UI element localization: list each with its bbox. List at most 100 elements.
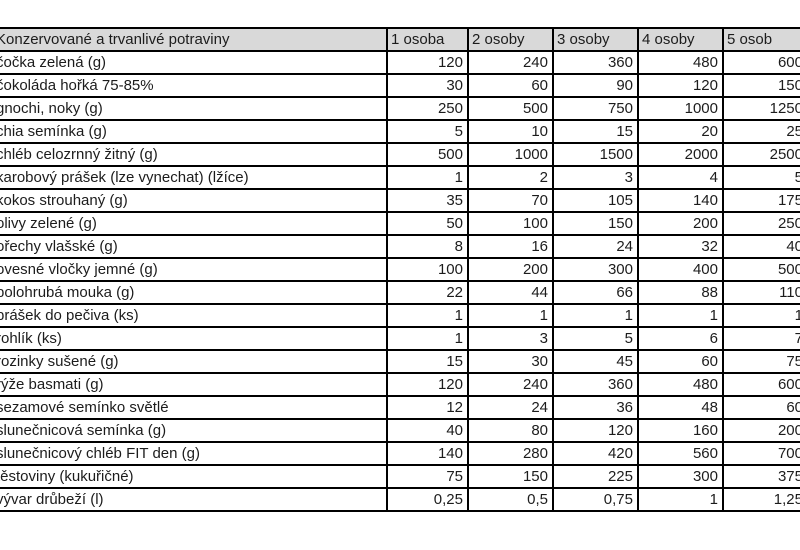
table-row: čočka zelená (g)120240360480600 — [0, 50, 800, 75]
table-row: chia semínka (g)510152025 — [0, 119, 800, 144]
row-value: 225 — [552, 464, 639, 489]
row-value: 1 — [386, 303, 469, 328]
row-value: 2 — [467, 165, 554, 190]
table-row: ořechy vlašské (g)816243240 — [0, 234, 800, 259]
row-value: 60 — [722, 395, 800, 420]
row-value: 250 — [386, 96, 469, 121]
row-label: slunečnicová semínka (g) — [0, 418, 388, 443]
row-value: 1,25 — [722, 487, 800, 512]
row-value: 90 — [552, 73, 639, 98]
row-value: 12 — [386, 395, 469, 420]
row-value: 200 — [637, 211, 724, 236]
row-label: olivy zelené (g) — [0, 211, 388, 236]
row-value: 600 — [722, 50, 800, 75]
header-col-1-persons: 1 osoba — [386, 27, 469, 52]
table-row: sezamové semínko světlé1224364860 — [0, 395, 800, 420]
row-value: 240 — [467, 372, 554, 397]
table-row: slunečnicová semínka (g)4080120160200 — [0, 418, 800, 443]
row-value: 2000 — [637, 142, 724, 167]
row-value: 100 — [467, 211, 554, 236]
row-value: 120 — [637, 73, 724, 98]
row-value: 120 — [386, 50, 469, 75]
row-label: těstoviny (kukuřičné) — [0, 464, 388, 489]
row-value: 105 — [552, 188, 639, 213]
row-value: 480 — [637, 50, 724, 75]
row-label: čočka zelená (g) — [0, 50, 388, 75]
row-label: gnochi, noky (g) — [0, 96, 388, 121]
row-value: 1 — [722, 303, 800, 328]
row-label: chléb celozrnný žitný (g) — [0, 142, 388, 167]
row-value: 75 — [386, 464, 469, 489]
header-col-3-persons: 3 osoby — [552, 27, 639, 52]
row-value: 5 — [722, 165, 800, 190]
row-value: 88 — [637, 280, 724, 305]
row-value: 200 — [467, 257, 554, 282]
row-value: 5 — [552, 326, 639, 351]
row-value: 400 — [637, 257, 724, 282]
row-value: 600 — [722, 372, 800, 397]
table-row: ovesné vločky jemné (g)100200300400500 — [0, 257, 800, 282]
row-value: 32 — [637, 234, 724, 259]
row-value: 360 — [552, 50, 639, 75]
row-value: 3 — [467, 326, 554, 351]
row-value: 120 — [552, 418, 639, 443]
row-value: 150 — [467, 464, 554, 489]
row-value: 50 — [386, 211, 469, 236]
row-label: sezamové semínko světlé — [0, 395, 388, 420]
table-row: rohlík (ks)13567 — [0, 326, 800, 351]
table-row: kokos strouhaný (g)3570105140175 — [0, 188, 800, 213]
row-value: 80 — [467, 418, 554, 443]
row-value: 300 — [637, 464, 724, 489]
row-value: 500 — [386, 142, 469, 167]
row-value: 40 — [722, 234, 800, 259]
row-value: 60 — [637, 349, 724, 374]
row-value: 1 — [637, 303, 724, 328]
table-row: polohrubá mouka (g)22446688110 — [0, 280, 800, 305]
table-row: olivy zelené (g)50100150200250 — [0, 211, 800, 236]
table-row: čokoláda hořká 75-85%306090120150 — [0, 73, 800, 98]
row-value: 420 — [552, 441, 639, 466]
row-value: 15 — [386, 349, 469, 374]
row-value: 20 — [637, 119, 724, 144]
row-value: 560 — [637, 441, 724, 466]
row-value: 500 — [467, 96, 554, 121]
row-value: 0,5 — [467, 487, 554, 512]
row-value: 500 — [722, 257, 800, 282]
table-viewport: Konzervované a trvanlivé potraviny 1 oso… — [0, 27, 800, 512]
row-label: karobový prášek (lze vynechat) (lžíce) — [0, 165, 388, 190]
row-value: 480 — [637, 372, 724, 397]
row-label: slunečnicový chléb FIT den (g) — [0, 441, 388, 466]
row-value: 140 — [637, 188, 724, 213]
row-value: 120 — [386, 372, 469, 397]
row-value: 3 — [552, 165, 639, 190]
row-value: 16 — [467, 234, 554, 259]
row-value: 200 — [722, 418, 800, 443]
row-value: 45 — [552, 349, 639, 374]
row-label: rozinky sušené (g) — [0, 349, 388, 374]
row-label: polohrubá mouka (g) — [0, 280, 388, 305]
header-col-4-persons: 4 osoby — [637, 27, 724, 52]
header-col-5-persons: 5 osob — [722, 27, 800, 52]
food-quantity-table: Konzervované a trvanlivé potraviny 1 oso… — [0, 27, 800, 512]
row-value: 0,75 — [552, 487, 639, 512]
row-value: 140 — [386, 441, 469, 466]
row-value: 250 — [722, 211, 800, 236]
row-value: 48 — [637, 395, 724, 420]
row-value: 8 — [386, 234, 469, 259]
row-value: 60 — [467, 73, 554, 98]
row-value: 30 — [467, 349, 554, 374]
row-value: 700 — [722, 441, 800, 466]
row-label: ovesné vločky jemné (g) — [0, 257, 388, 282]
row-value: 1000 — [637, 96, 724, 121]
row-value: 1 — [386, 326, 469, 351]
row-value: 2500 — [722, 142, 800, 167]
row-label: ořechy vlašské (g) — [0, 234, 388, 259]
row-value: 10 — [467, 119, 554, 144]
row-value: 150 — [722, 73, 800, 98]
table-row: slunečnicový chléb FIT den (g) 140 280 420 5… — [0, 441, 800, 466]
row-value: 110 — [722, 280, 800, 305]
row-value: 7 — [722, 326, 800, 351]
row-value: 24 — [467, 395, 554, 420]
row-value: 1 — [467, 303, 554, 328]
table-row: rýže basmati (g)120240360480600 — [0, 372, 800, 397]
